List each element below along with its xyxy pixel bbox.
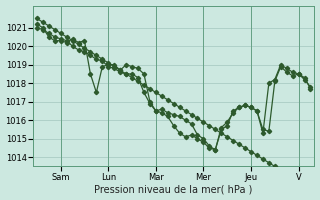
X-axis label: Pression niveau de la mer( hPa ): Pression niveau de la mer( hPa ) (94, 184, 253, 194)
